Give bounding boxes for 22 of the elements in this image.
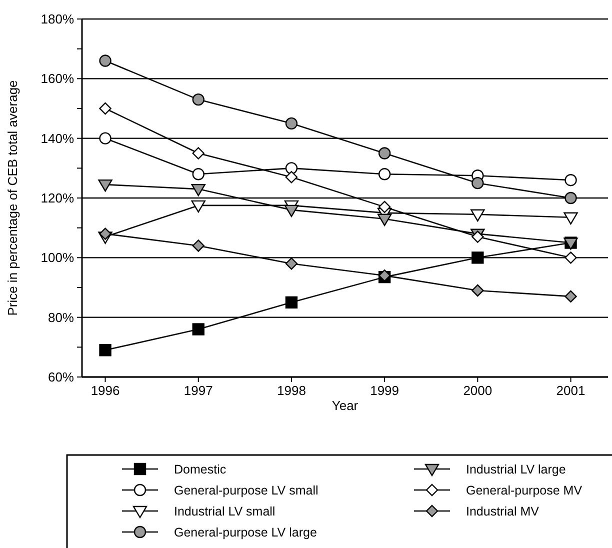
legend-label: General-purpose MV <box>466 483 583 498</box>
legend-label: General-purpose LV large <box>174 525 317 540</box>
x-axis-title: Year <box>332 398 359 413</box>
x-tick-label: 1999 <box>370 383 400 398</box>
legend-label: Industrial MV <box>466 504 540 518</box>
legend-label: Industrial LV large <box>466 462 566 476</box>
x-tick-label: 1996 <box>90 383 120 398</box>
legend-label: Industrial LV small <box>174 504 276 518</box>
x-tick-label: 2000 <box>463 383 492 398</box>
y-tick-label: 160% <box>40 71 74 86</box>
legend-label: Domestic <box>174 462 226 476</box>
y-tick-label: 140% <box>40 130 74 146</box>
y-tick-label: 100% <box>40 250 74 266</box>
y-tick-label: 180% <box>40 12 74 27</box>
y-tick-label: 60% <box>48 370 74 385</box>
x-tick-label: 1998 <box>277 383 306 398</box>
y-axis-title: Price in percentage of CEB total average <box>5 80 20 316</box>
x-tick-label: 2001 <box>556 383 586 398</box>
y-tick-label: 120% <box>40 190 74 206</box>
x-tick-label: 1997 <box>184 383 213 398</box>
legend-label: General-purpose LV small <box>174 483 318 498</box>
y-tick-label: 80% <box>48 310 74 325</box>
